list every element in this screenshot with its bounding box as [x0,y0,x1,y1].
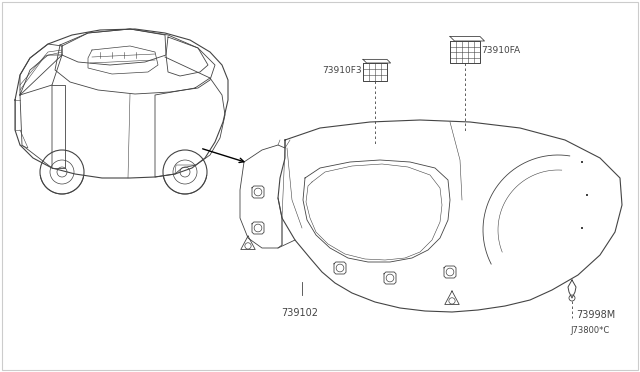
Text: 73910FA: 73910FA [481,45,520,55]
Text: J73800*C: J73800*C [570,326,609,335]
Text: 73910F3: 73910F3 [323,65,362,74]
Text: 73998M: 73998M [576,310,615,320]
Text: 739102: 739102 [282,308,319,318]
